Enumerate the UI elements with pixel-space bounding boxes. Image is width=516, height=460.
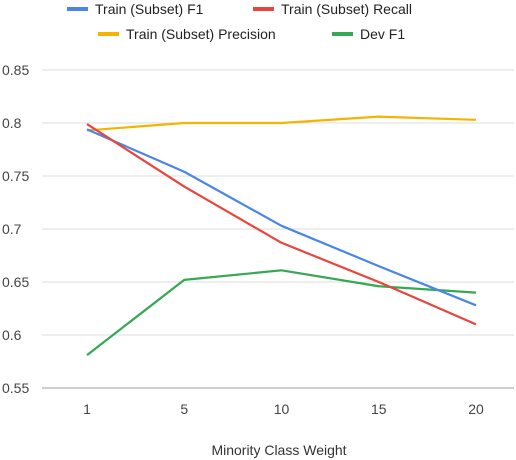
y-tick-label: 0.6 (2, 327, 22, 343)
y-axis-ticks: 0.55 0.6 0.65 0.7 0.75 0.8 0.85 (2, 62, 29, 396)
x-tick-label: 20 (468, 401, 484, 417)
series-line (86, 269, 477, 357)
legend-label: Train (Subset) F1 (95, 1, 204, 17)
x-tick-label: 15 (371, 401, 387, 417)
y-tick-label: 0.7 (2, 221, 22, 237)
legend-label: Train (Subset) Precision (126, 26, 276, 42)
y-tick-label: 0.75 (2, 168, 29, 184)
series-lines (86, 115, 477, 357)
y-tick-label: 0.55 (2, 380, 29, 396)
y-tick-label: 0.8 (2, 115, 22, 131)
legend-label: Train (Subset) Recall (281, 1, 412, 17)
x-axis-title: Minority Class Weight (211, 442, 346, 458)
y-tick-label: 0.85 (2, 62, 29, 78)
legend: Train (Subset) F1 Train (Subset) Recall Tr… (67, 1, 412, 42)
series-line (86, 123, 477, 326)
x-tick-label: 5 (180, 401, 188, 417)
y-tick-label: 0.65 (2, 274, 29, 290)
x-tick-label: 10 (274, 401, 290, 417)
series-line (86, 115, 477, 132)
x-axis-ticks: 1 5 10 15 20 (83, 401, 484, 417)
series-line (86, 128, 477, 307)
legend-label: Dev F1 (360, 26, 405, 42)
x-tick-label: 1 (83, 401, 91, 417)
